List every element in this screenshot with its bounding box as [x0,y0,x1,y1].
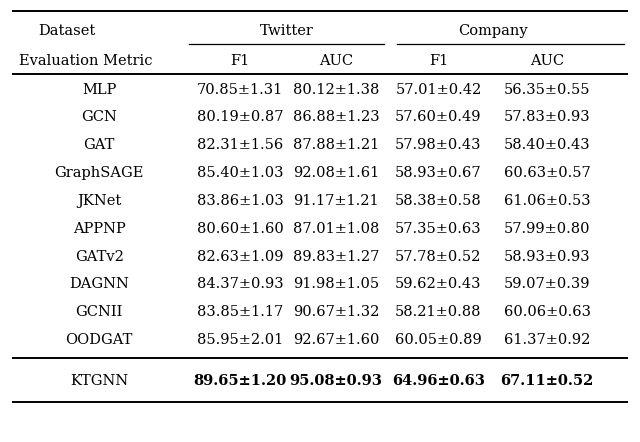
Text: 80.12±1.38: 80.12±1.38 [293,83,379,96]
Text: 61.06±0.53: 61.06±0.53 [504,194,591,208]
Text: 84.37±0.93: 84.37±0.93 [196,278,284,291]
Text: GAT: GAT [83,138,115,152]
Text: 82.63±1.09: 82.63±1.09 [196,250,284,263]
Text: AUC: AUC [530,54,564,68]
Text: 90.67±1.32: 90.67±1.32 [293,305,379,319]
Text: 92.08±1.61: 92.08±1.61 [293,166,379,180]
Text: AUC: AUC [319,54,353,68]
Text: 57.83±0.93: 57.83±0.93 [504,110,591,124]
Text: OODGAT: OODGAT [65,333,133,347]
Text: 57.35±0.63: 57.35±0.63 [395,222,482,236]
Text: 58.93±0.93: 58.93±0.93 [504,250,591,263]
Text: 83.86±1.03: 83.86±1.03 [196,194,284,208]
Text: 59.07±0.39: 59.07±0.39 [504,278,591,291]
Text: Company: Company [458,24,527,38]
Text: 60.06±0.63: 60.06±0.63 [504,305,591,319]
Text: 85.40±1.03: 85.40±1.03 [196,166,284,180]
Text: Twitter: Twitter [260,24,314,38]
Text: 57.78±0.52: 57.78±0.52 [396,250,481,263]
Text: 89.83±1.27: 89.83±1.27 [293,250,379,263]
Text: 58.40±0.43: 58.40±0.43 [504,138,591,152]
Text: GraphSAGE: GraphSAGE [54,166,144,180]
Text: GATv2: GATv2 [75,250,124,263]
Text: 56.35±0.55: 56.35±0.55 [504,83,591,96]
Text: APPNP: APPNP [73,222,125,236]
Text: 89.65±1.20: 89.65±1.20 [193,374,287,388]
Text: 70.85±1.31: 70.85±1.31 [197,83,283,96]
Text: 95.08±0.93: 95.08±0.93 [289,374,383,388]
Text: 58.21±0.88: 58.21±0.88 [395,305,482,319]
Text: 91.98±1.05: 91.98±1.05 [293,278,379,291]
Text: 57.01±0.42: 57.01±0.42 [396,83,481,96]
Text: Evaluation Metric: Evaluation Metric [19,54,153,68]
Text: 60.05±0.89: 60.05±0.89 [395,333,482,347]
Text: 87.88±1.21: 87.88±1.21 [293,138,379,152]
Text: 57.98±0.43: 57.98±0.43 [395,138,482,152]
Text: Dataset: Dataset [38,24,95,38]
Text: KTGNN: KTGNN [70,374,129,388]
Text: 92.67±1.60: 92.67±1.60 [293,333,379,347]
Text: 67.11±0.52: 67.11±0.52 [500,374,594,388]
Text: GCNII: GCNII [76,305,123,319]
Text: 91.17±1.21: 91.17±1.21 [293,194,379,208]
Text: 80.19±0.87: 80.19±0.87 [196,110,284,124]
Text: 57.99±0.80: 57.99±0.80 [504,222,591,236]
Text: 60.63±0.57: 60.63±0.57 [504,166,591,180]
Text: F1: F1 [230,54,250,68]
Text: 61.37±0.92: 61.37±0.92 [504,333,590,347]
Text: 82.31±1.56: 82.31±1.56 [197,138,283,152]
Text: 57.60±0.49: 57.60±0.49 [395,110,482,124]
Text: JKNet: JKNet [77,194,122,208]
Text: DAGNN: DAGNN [69,278,129,291]
Text: 64.96±0.63: 64.96±0.63 [392,374,485,388]
Text: 83.85±1.17: 83.85±1.17 [197,305,283,319]
Text: 59.62±0.43: 59.62±0.43 [395,278,482,291]
Text: 58.93±0.67: 58.93±0.67 [395,166,482,180]
Text: F1: F1 [429,54,448,68]
Text: 85.95±2.01: 85.95±2.01 [197,333,283,347]
Text: GCN: GCN [81,110,117,124]
Text: 80.60±1.60: 80.60±1.60 [196,222,284,236]
Text: 87.01±1.08: 87.01±1.08 [293,222,379,236]
Text: MLP: MLP [82,83,116,96]
Text: 86.88±1.23: 86.88±1.23 [292,110,380,124]
Text: 58.38±0.58: 58.38±0.58 [395,194,482,208]
